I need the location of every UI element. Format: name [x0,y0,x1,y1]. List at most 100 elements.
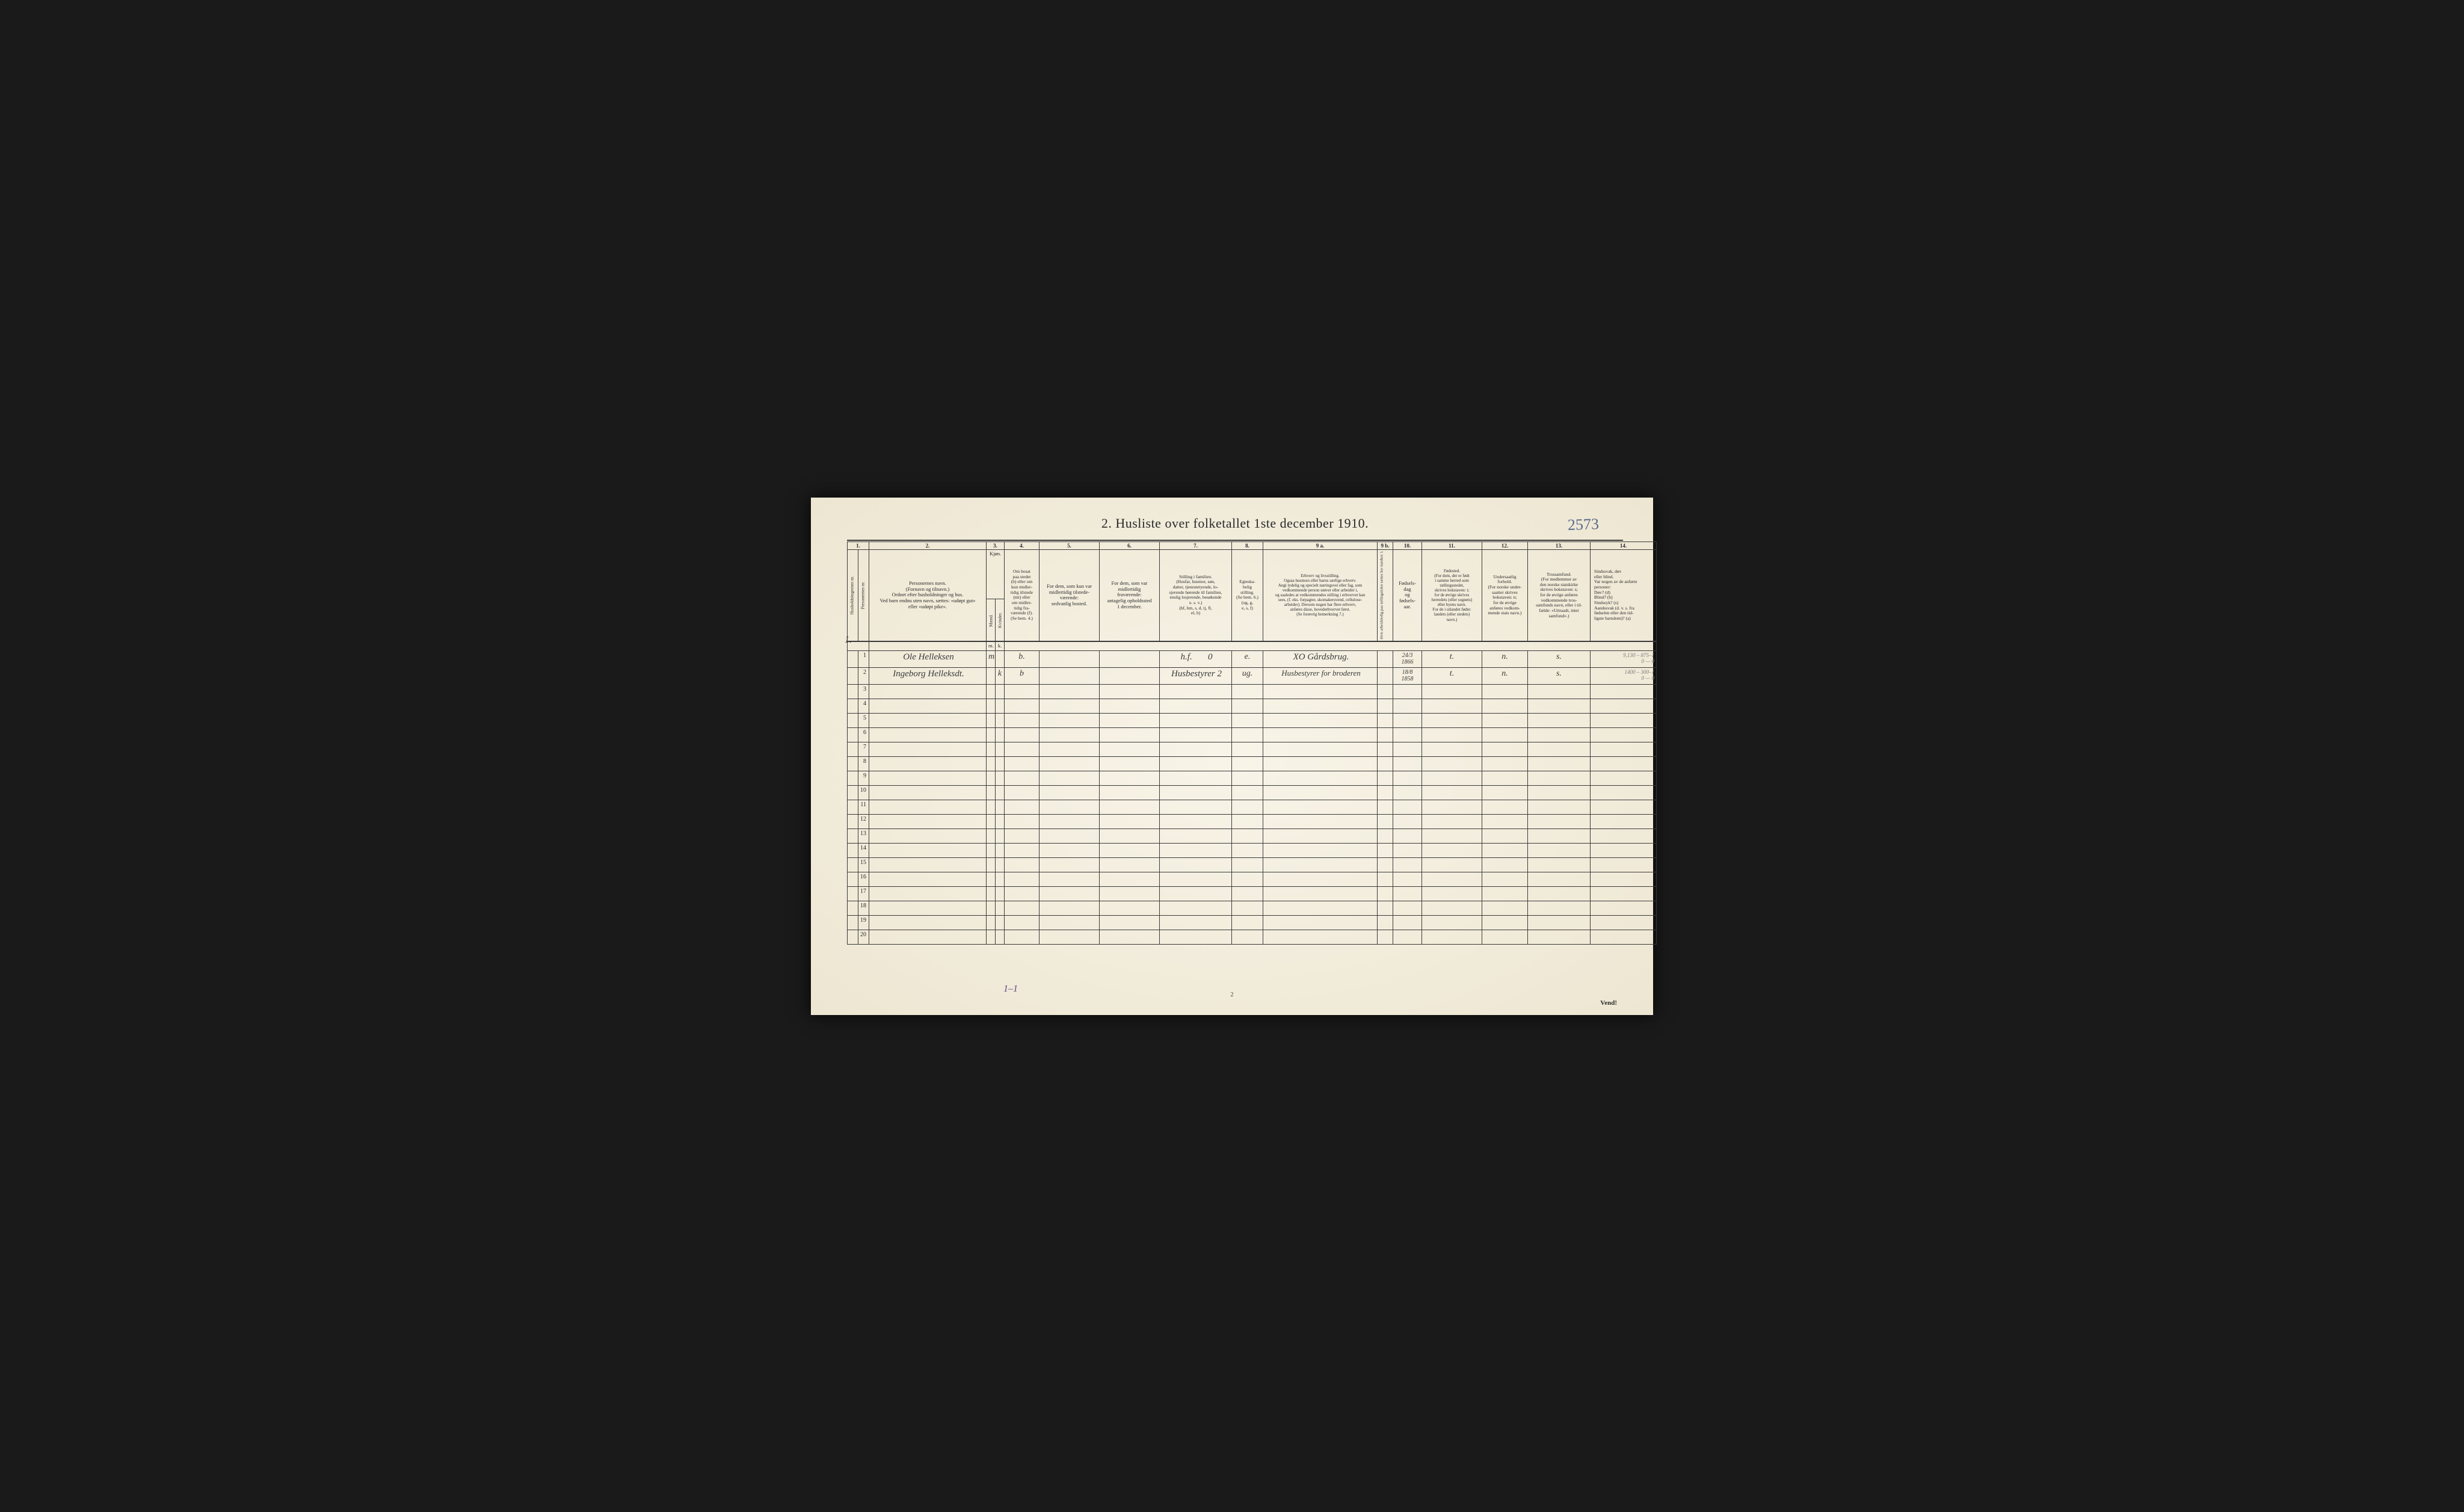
header-m: m. [987,641,996,650]
cell-sex-k: k [996,667,1005,684]
cell-c7: Husbestyrer 2 [1160,667,1232,684]
data-row-15: 15 [848,857,1657,872]
cell-c7: h.f. 0 [1160,650,1232,667]
colnum-11: 11. [1422,542,1482,549]
cell-household [848,667,858,684]
data-row-8: 8 [848,756,1657,771]
cell-c10: 18/8 1858 [1393,667,1422,684]
data-row-19: 19 [848,915,1657,930]
cell-c10: 24/3 1866 [1393,650,1422,667]
cell-c8: e. [1232,650,1263,667]
header-c1b: Personernes nr. [858,549,869,641]
cell-name: Ole Helleksen [869,650,987,667]
cell-household [848,650,858,667]
cell-c14-margin: 9,130 – 875–1 0 — 0 [1591,650,1657,667]
colnum-3: 3. [987,542,1005,549]
header-c9a: Erhverv og livsstilling. Ogsaa husmors e… [1263,549,1378,641]
data-row-9: 9 [848,771,1657,785]
page-title: 2. Husliste over folketallet 1ste decemb… [847,516,1623,531]
cell-sex-m [987,667,996,684]
colnum-row: 1. 2. 3. 4. 5. 6. 7. 8. 9 a. 9 b. 10. 11… [848,542,1657,549]
rule-top [847,540,1623,541]
header-c3a: Mænd. [987,599,996,641]
cell-c11: t. [1422,650,1482,667]
colnum-9a: 9 a. [1263,542,1378,549]
cell-c13: s. [1528,667,1591,684]
header-c3: Kjøn. [987,549,1005,599]
cell-c6 [1100,667,1160,684]
header-c8: Egteska- belig stilling. (Se bem. 6.) (u… [1232,549,1263,641]
data-row-20: 20 [848,930,1657,944]
cell-c12: n. [1482,667,1528,684]
colnum-14: 14. [1591,542,1657,549]
cell-personno: 1 [858,650,869,667]
cell-sex-k [996,650,1005,667]
colnum-10: 10. [1393,542,1422,549]
data-row-7: 7 [848,742,1657,756]
cell-residence: b [1005,667,1040,684]
data-row-17: 17 [848,886,1657,901]
data-row-11: 11 [848,800,1657,814]
handwritten-page-number: 2573 [1567,515,1599,534]
colnum-2: 2. [869,542,987,549]
data-row-13: 13 [848,829,1657,843]
cell-c6 [1100,650,1160,667]
census-body: 1 Ole Helleksen m b. h.f. 0 e. XO Gårdsb… [848,650,1657,944]
header-c2: Personernes navn. (Fornavn og tilnavn.) … [869,549,987,641]
colnum-5: 5. [1040,542,1100,549]
data-row-2: 2 Ingeborg Helleksdt. k b Husbestyrer 2 … [848,667,1657,684]
header-c12: Undersaatlig forhold. (For norske under-… [1482,549,1528,641]
cell-name: Ingeborg Helleksdt. [869,667,987,684]
household-number-1: 1. [845,635,852,646]
header-c4: Om bosat paa stedet (b) eller om kun mid… [1005,549,1040,641]
census-page: 2573 2. Husliste over folketallet 1ste d… [811,498,1653,1015]
header-c14: Sindssvak, døv eller blind. Var nogen av… [1591,549,1657,641]
cell-c11: t. [1422,667,1482,684]
header-c9b: Hvis arbeidsledig paa tællingstiden sætt… [1378,549,1393,641]
header-c3b: Kvinder. [996,599,1005,641]
colnum-13: 13. [1528,542,1591,549]
cell-c12: n. [1482,650,1528,667]
cell-c9b [1378,650,1393,667]
data-row-14: 14 [848,843,1657,857]
cell-c8: ug. [1232,667,1263,684]
header-k: k. [996,641,1005,650]
data-row-6: 6 [848,727,1657,742]
colnum-1: 1. [848,542,869,549]
colnum-12: 12. [1482,542,1528,549]
header-row-main: Husholdningernes nr. Personernes nr. Per… [848,549,1657,599]
cell-c9a: XO Gårdsbrug. [1263,650,1378,667]
colnum-9b: 9 b. [1378,542,1393,549]
header-c10: Fødsels- dag og fødsels- aar. [1393,549,1422,641]
tally-mark: 1–1 [1003,984,1018,995]
data-row-12: 12 [848,814,1657,829]
data-row-1: 1 Ole Helleksen m b. h.f. 0 e. XO Gårdsb… [848,650,1657,667]
colnum-8: 8. [1232,542,1263,549]
footer-page-number: 2 [1231,992,1234,998]
header-c7: Stilling i familien. (Husfar, husmor, sø… [1160,549,1232,641]
data-row-5: 5 [848,713,1657,727]
cell-c5 [1040,650,1100,667]
cell-c9b [1378,667,1393,684]
cell-c14-margin: 1400 – 300–1 0 — 0 [1591,667,1657,684]
header-c11: Fødested. (For dem, der er født i samme … [1422,549,1482,641]
colnum-7: 7. [1160,542,1232,549]
data-row-18: 18 [848,901,1657,915]
footer-vend: Vend! [1600,999,1617,1007]
header-c13: Trossamfund. (For medlemmer av den norsk… [1528,549,1591,641]
cell-personno: 2 [858,667,869,684]
data-row-4: 4 [848,699,1657,713]
colnum-6: 6. [1100,542,1160,549]
census-table: 1. 2. 3. 4. 5. 6. 7. 8. 9 a. 9 b. 10. 11… [847,542,1657,945]
cell-c9a: Husbestyrer for broderen [1263,667,1378,684]
header-c6: For dem, som var midlertidig fraværende:… [1100,549,1160,641]
header-c1a: Husholdningernes nr. [848,549,858,641]
cell-residence: b. [1005,650,1040,667]
cell-c13: s. [1528,650,1591,667]
data-row-16: 16 [848,872,1657,886]
cell-c5 [1040,667,1100,684]
data-row-10: 10 [848,785,1657,800]
header-c5: For dem, som kun var midlertidig tilsted… [1040,549,1100,641]
header-row-mk: m. k. [848,641,1657,650]
colnum-4: 4. [1005,542,1040,549]
